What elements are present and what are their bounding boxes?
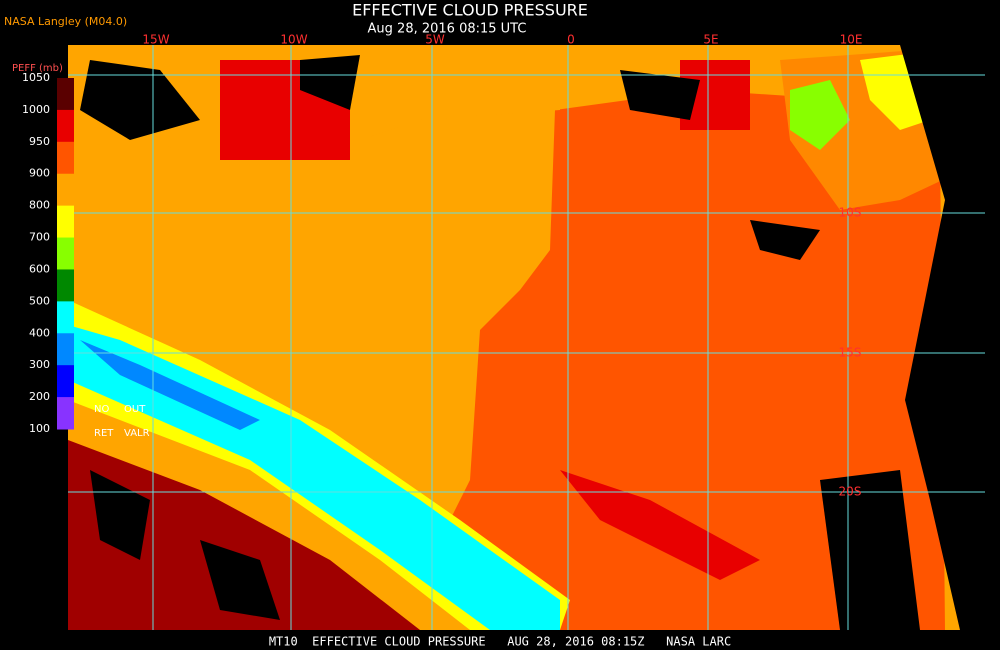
- legend-swatch: [57, 397, 74, 430]
- legend-swatch: [57, 205, 74, 239]
- legend-flag: VALR: [124, 428, 150, 439]
- legend-swatch: [57, 109, 74, 143]
- latitude-label: 20S: [839, 485, 862, 499]
- legend-title: PEFF (mb): [12, 63, 63, 74]
- legend-swatch: [57, 173, 74, 207]
- legend-flag: OUT: [124, 404, 146, 415]
- legend-swatch: [57, 237, 74, 270]
- cloud-map: [68, 45, 985, 630]
- legend-tick-label: 800: [29, 199, 50, 212]
- latitude-label: 15S: [839, 346, 862, 360]
- longitude-label: 10E: [840, 33, 863, 47]
- legend-swatch: [57, 78, 74, 111]
- legend-tick-label: 1050: [22, 71, 50, 84]
- legend: 1050 1000 950 900 800 700 600 500 400 300 200 100 NO…: [22, 71, 150, 439]
- legend-flag: RET: [94, 428, 114, 439]
- legend-tick-label: 700: [29, 231, 50, 244]
- longitude-label: 5E: [703, 33, 718, 47]
- subtitle: Aug 28, 2016 08:15 UTC: [368, 22, 527, 37]
- legend-tick-label: 950: [29, 135, 50, 148]
- legend-tick-label: 300: [29, 358, 50, 371]
- legend-swatch: [57, 301, 74, 334]
- footer: MT10 EFFECTIVE CLOUD PRESSURE AUG 28, 20…: [269, 635, 731, 649]
- legend-tick-label: 400: [29, 326, 50, 339]
- legend-swatch: [57, 365, 74, 398]
- legend-tick-label: 900: [29, 167, 50, 180]
- legend-swatch: [57, 269, 74, 302]
- longitude-label: 5W: [425, 33, 445, 47]
- legend-tick-label: 600: [29, 262, 50, 275]
- legend-swatch: [57, 141, 74, 175]
- longitude-label: 10W: [280, 33, 307, 47]
- longitude-label: 0: [567, 33, 575, 47]
- longitude-label: 15W: [142, 33, 169, 47]
- credit: NASA Langley (M04.0): [4, 15, 127, 28]
- legend-flag: NO: [94, 404, 109, 415]
- legend-tick-label: 1000: [22, 103, 50, 116]
- latitude-label: 10S: [839, 206, 862, 220]
- legend-swatch: [57, 333, 74, 366]
- legend-tick-label: 200: [29, 390, 50, 403]
- legend-tick-label: 500: [29, 294, 50, 307]
- graticule: 15W 10W 5W 0 5E 10E 10S 15S 20S: [68, 33, 985, 630]
- title: EFFECTIVE CLOUD PRESSURE: [352, 1, 588, 20]
- legend-tick-label: 100: [29, 422, 50, 435]
